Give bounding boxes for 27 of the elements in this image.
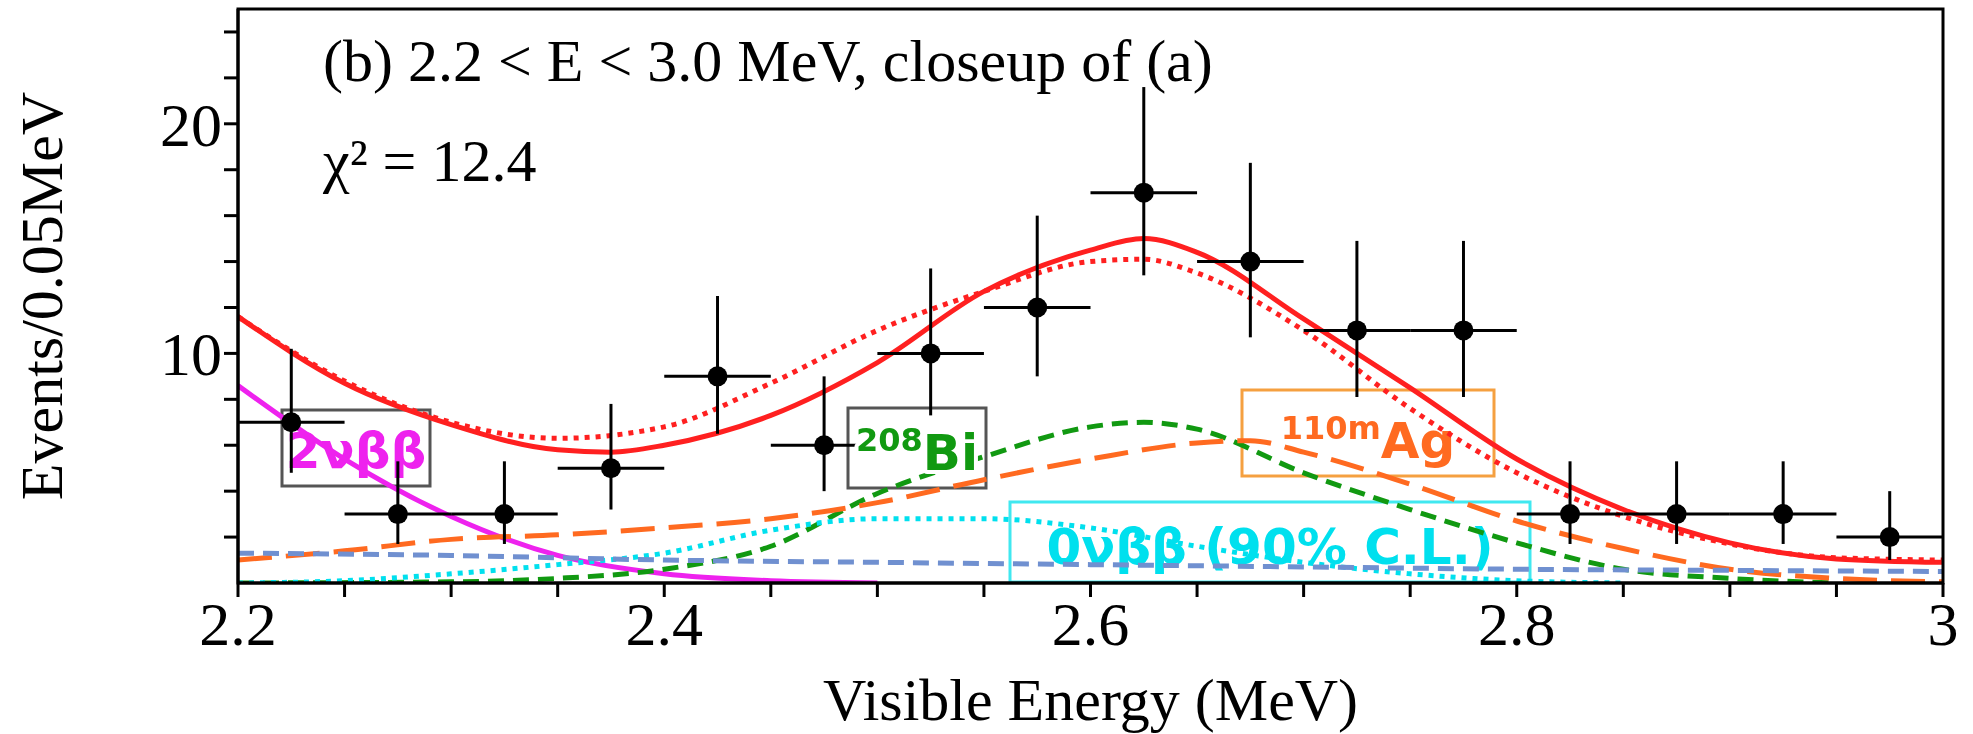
- point: [387, 504, 408, 525]
- point: [600, 458, 621, 479]
- point: [1240, 251, 1261, 272]
- x-tick-label: 2.6: [1051, 590, 1130, 659]
- point: [1453, 320, 1474, 341]
- series-label: $^{110m}$Ag: [1280, 409, 1456, 470]
- point: [1560, 504, 1581, 525]
- x-tick-label: 2.2: [199, 590, 277, 659]
- x-tick-label: 2.4: [625, 590, 703, 659]
- point: [1133, 182, 1154, 203]
- point: [1879, 527, 1900, 548]
- point: [494, 504, 515, 525]
- point: [1773, 504, 1794, 525]
- point: [814, 435, 835, 456]
- annotation: (b) 2.2 < E < 3.0 MeV, closeup of (a): [323, 28, 1213, 94]
- y-tick-label: 20: [160, 90, 222, 159]
- x-tick-label: 2.8: [1478, 590, 1556, 659]
- point: [707, 366, 728, 387]
- point: [1666, 504, 1687, 525]
- y-tick-label: 10: [160, 320, 222, 389]
- point: [1346, 320, 1367, 341]
- y-axis-title: Events/0.05MeV: [9, 91, 75, 501]
- annotation: χ² = 12.4: [322, 128, 537, 194]
- point: [920, 343, 941, 364]
- x-tick-label: 3: [1927, 590, 1959, 659]
- point: [1027, 297, 1048, 318]
- x-axis-title: Visible Energy (MeV): [822, 667, 1359, 733]
